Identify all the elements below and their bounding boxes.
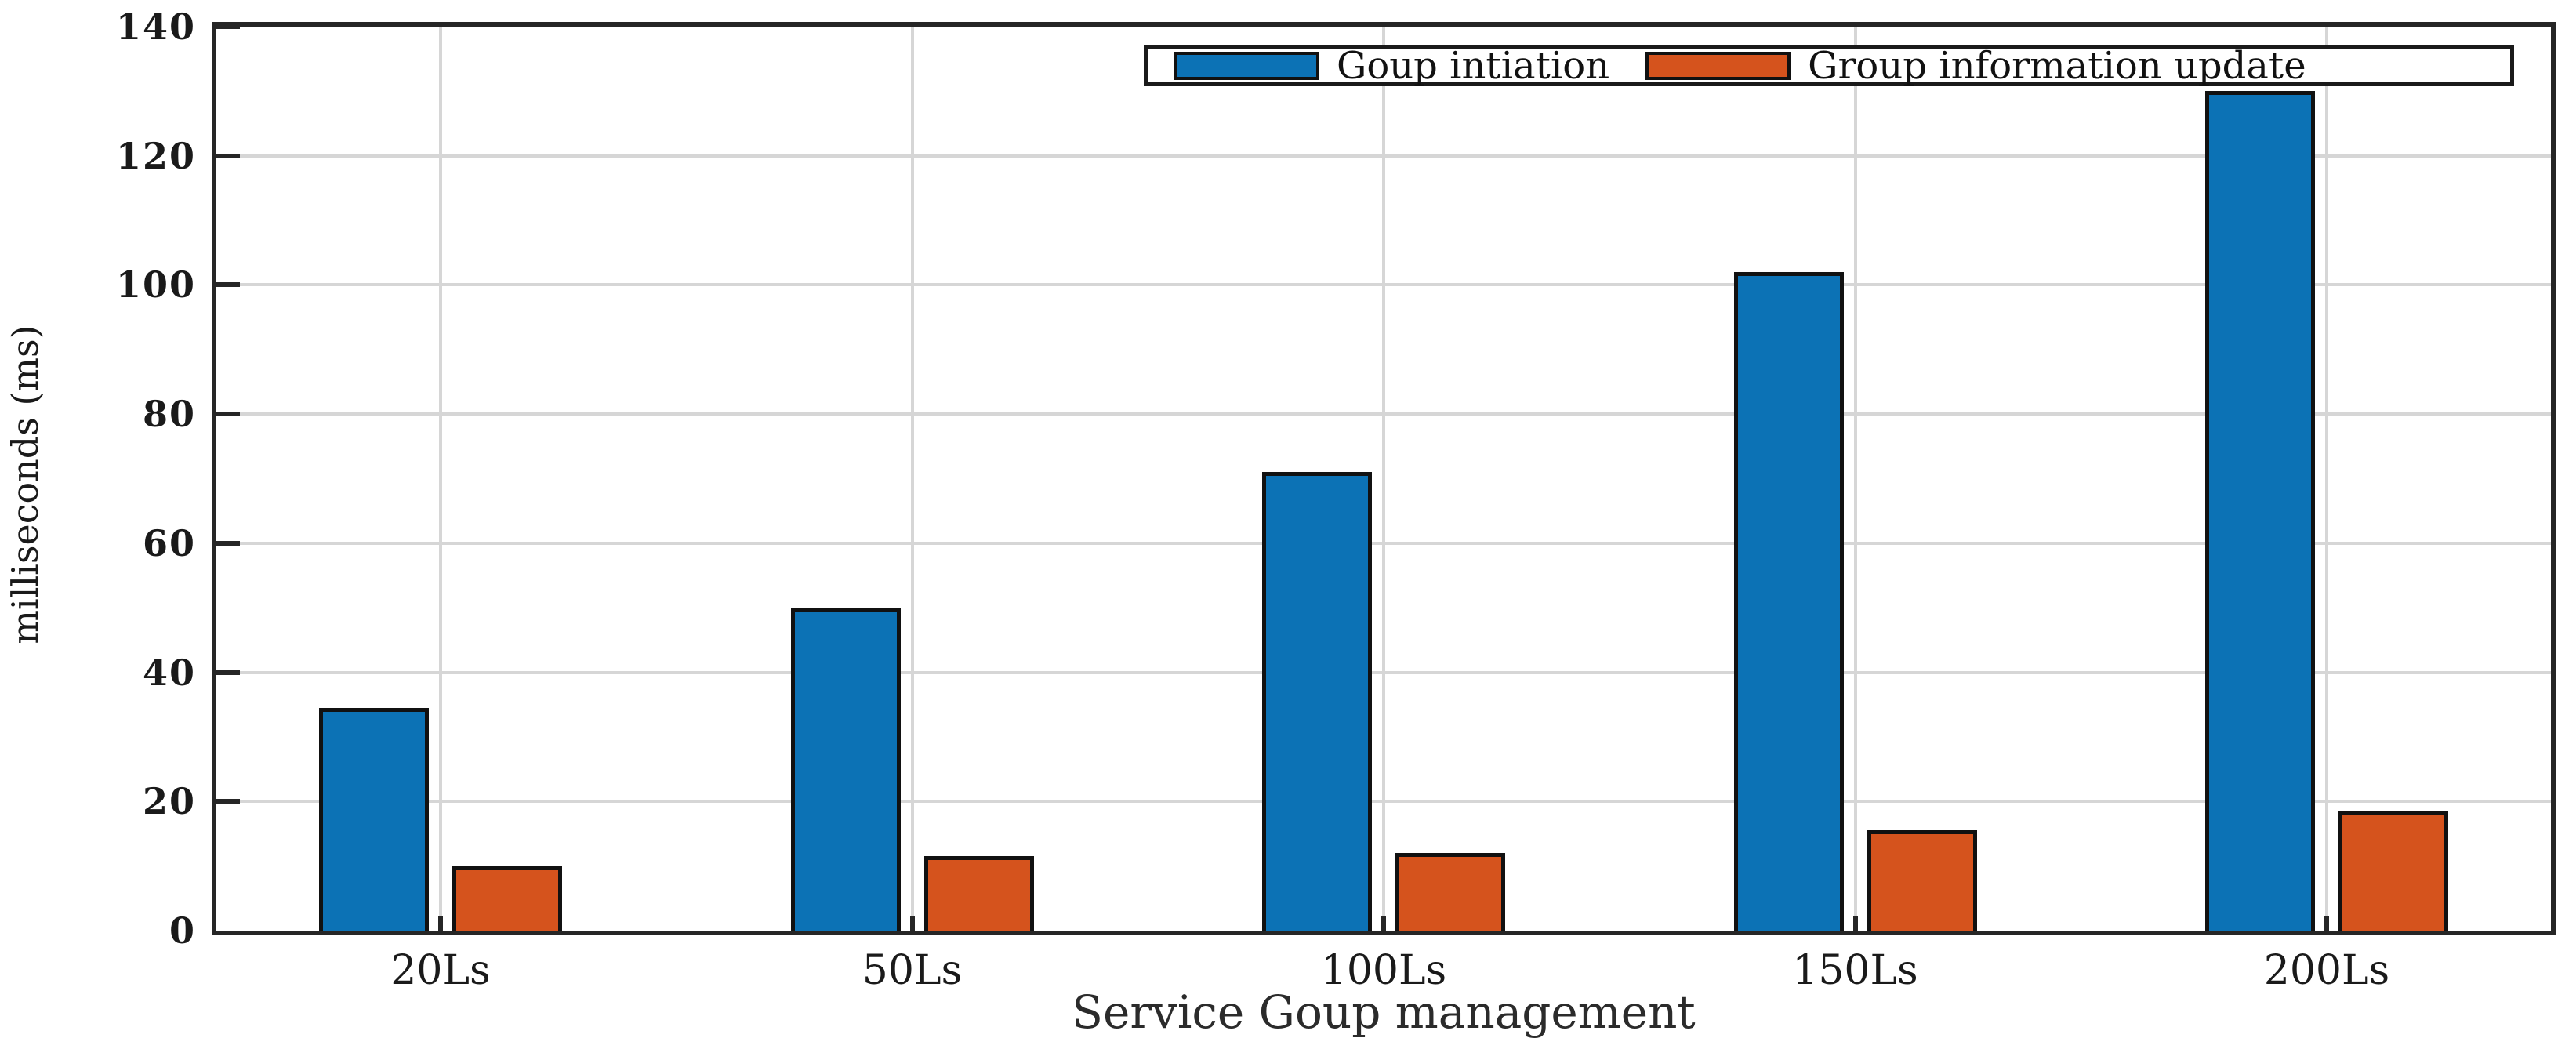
gridline-x-200Ls	[2325, 27, 2328, 931]
x-tick-mark-200Ls	[2324, 916, 2329, 931]
y-tick-mark-120	[216, 153, 240, 158]
x-tick-mark-50Ls	[909, 916, 915, 931]
x-axis-title: Service Goup management	[1072, 985, 1696, 1038]
y-tick-label-100: 100	[115, 263, 196, 307]
gridline-x-100Ls	[1382, 27, 1385, 931]
x-tick-label-150Ls: 150Ls	[1792, 947, 1918, 994]
legend-entry-group-information-update: Group information update	[1645, 43, 2306, 88]
y-tick-mark-40	[216, 670, 240, 675]
bar-goup-intiation-20Ls	[319, 707, 429, 931]
legend: Goup intiation Group information update	[1144, 45, 2514, 86]
bar-group-information-update-20Ls	[452, 866, 562, 931]
gridline-x-20Ls	[439, 27, 442, 931]
legend-entry-group-initiation: Goup intiation	[1174, 43, 1610, 88]
y-tick-label-60: 60	[142, 521, 196, 564]
legend-swatch-blue	[1174, 51, 1319, 80]
y-tick-mark-140	[216, 24, 240, 29]
x-tick-mark-20Ls	[438, 916, 443, 931]
bar-group-information-update-150Ls	[1867, 830, 1977, 931]
bar-goup-intiation-50Ls	[790, 608, 901, 931]
bar-group-information-update-100Ls	[1395, 853, 1505, 931]
legend-label: Group information update	[1808, 43, 2306, 88]
y-tick-label-140: 140	[115, 5, 196, 48]
legend-label: Goup intiation	[1337, 43, 1610, 88]
bar-goup-intiation-100Ls	[1262, 472, 1372, 931]
y-axis-title: milliseconds (ms)	[4, 325, 46, 644]
x-tick-mark-150Ls	[1852, 916, 1858, 931]
x-tick-mark-100Ls	[1381, 916, 1386, 931]
y-tick-mark-100	[216, 282, 240, 288]
y-tick-mark-60	[216, 540, 240, 546]
y-tick-label-120: 120	[115, 134, 196, 177]
x-tick-label-100Ls: 100Ls	[1320, 947, 1447, 994]
bar-group-information-update-50Ls	[923, 856, 1034, 931]
plot-area: Goup intiation Group information update	[212, 22, 2556, 935]
y-tick-label-0: 0	[169, 909, 196, 952]
y-tick-label-20: 20	[142, 780, 196, 823]
gridline-x-150Ls	[1853, 27, 1857, 931]
bar-goup-intiation-150Ls	[1733, 271, 1844, 931]
x-tick-label-20Ls: 20Ls	[390, 947, 491, 994]
y-tick-label-40: 40	[142, 651, 196, 694]
legend-swatch-orange	[1645, 51, 1791, 80]
gridline-x-50Ls	[910, 27, 914, 931]
y-tick-mark-20	[216, 799, 240, 804]
y-tick-label-80: 80	[142, 393, 196, 436]
x-tick-label-200Ls: 200Ls	[2263, 947, 2390, 994]
bar-group-information-update-200Ls	[2338, 811, 2448, 931]
x-tick-label-50Ls: 50Ls	[862, 947, 963, 994]
bar-goup-intiation-200Ls	[2205, 91, 2315, 931]
y-tick-mark-80	[216, 412, 240, 417]
